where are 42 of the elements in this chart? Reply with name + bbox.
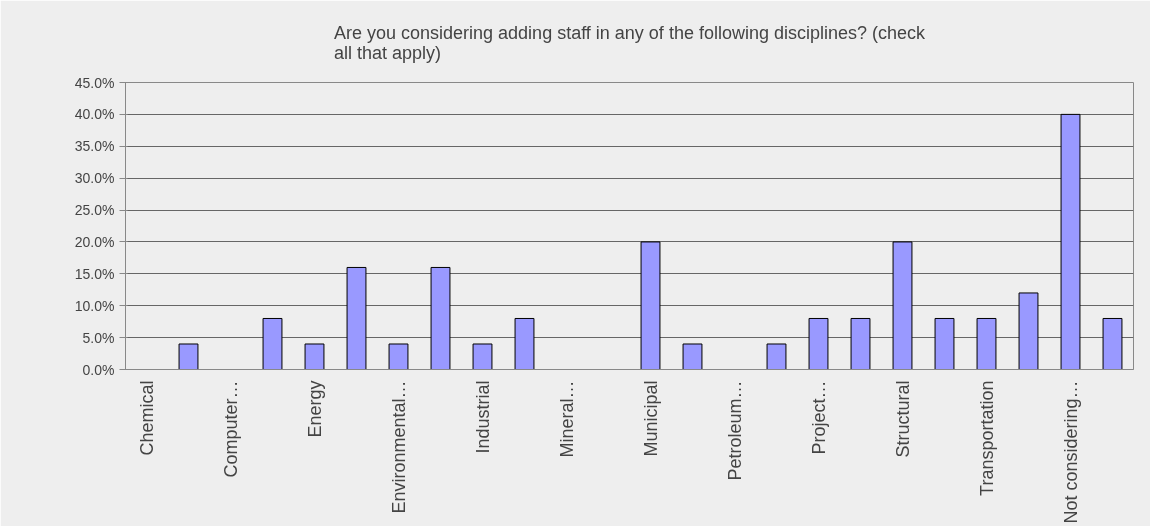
y-tick-label: 15.0% [74,265,115,282]
bar [1060,113,1081,370]
x-tick-label: Project… [808,380,829,455]
x-tick-label: Transportation [976,380,997,496]
bar [1018,292,1039,370]
bar [262,317,283,370]
y-tick-label: 35.0% [74,138,115,155]
x-tick-label: Industrial [472,380,493,454]
y-tick-label: 5.0% [82,329,115,346]
x-tick-label: Municipal [640,380,661,457]
x-tick-label: Energy [304,380,325,438]
x-tick-label: Computer… [220,380,241,478]
bar [892,241,913,370]
bar [388,343,409,370]
x-tick-label: Environmental… [388,380,409,514]
y-tick-label: 0.0% [82,361,115,378]
y-tick-label: 45.0% [74,74,115,91]
x-tick-label: Mineral… [556,380,577,458]
x-tick-label: Not considering… [1060,380,1081,524]
bar [514,317,535,370]
bar [472,343,493,370]
bar [304,343,325,370]
y-tick-label: 40.0% [74,106,115,123]
bar [808,317,829,370]
y-tick-label: 10.0% [74,297,115,314]
x-tick-label: Chemical [136,380,157,456]
bar [976,317,997,370]
chart-title: Are you considering adding staff in any of the following disciplines? (check all that apply) [333,22,927,63]
bar [640,241,661,370]
x-tick-label: Petroleum… [724,380,745,481]
bar [682,343,703,370]
bar [766,343,787,370]
bar [1102,317,1123,370]
bar [430,266,451,370]
x-tick-label: Structural [892,380,913,458]
bar [178,343,199,370]
y-tick-label: 30.0% [74,170,115,187]
bar [934,317,955,370]
bar [346,266,367,370]
y-tick-label: 25.0% [74,202,115,219]
y-tick-label: 20.0% [74,233,115,250]
bar [850,317,871,370]
